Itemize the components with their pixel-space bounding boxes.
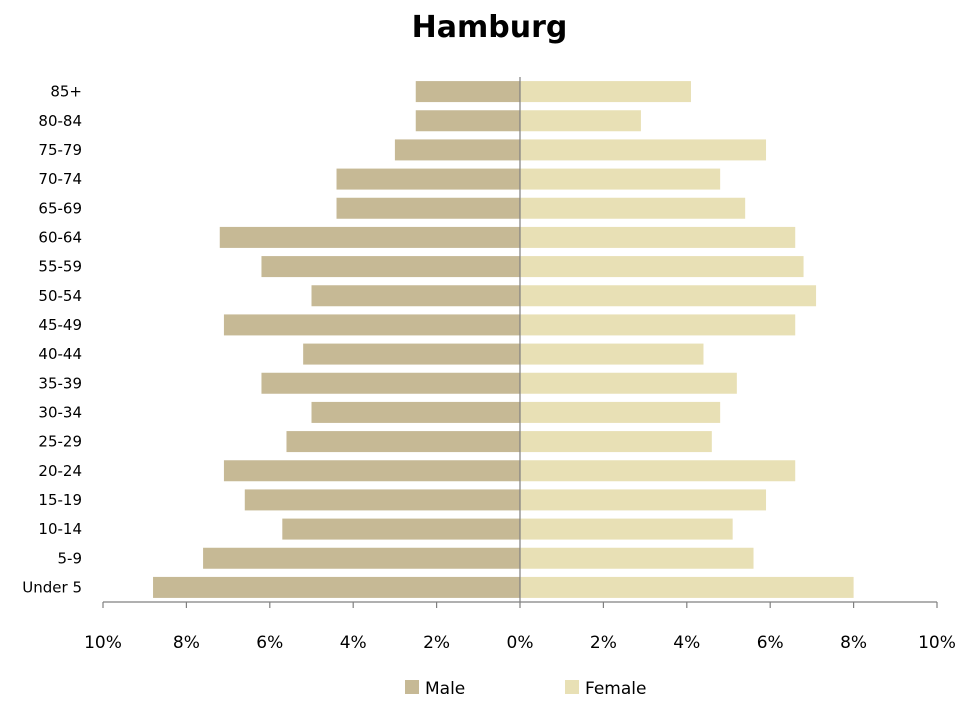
bar-female-45-49 — [520, 314, 796, 336]
bar-male-20-24 — [223, 460, 520, 482]
bar-male-65-69 — [336, 197, 520, 219]
category-labels: 85+ 80-84 75-79 70-74 65-69 60-64 55-59 50-54 45… — [22, 83, 82, 597]
bar-female-65-69 — [520, 197, 746, 219]
legend: Male Female — [405, 679, 646, 699]
bar-female-75-79 — [520, 139, 767, 161]
bar-female-25-29 — [520, 431, 712, 453]
x-tick-label: 6% — [256, 633, 283, 653]
bar-male-25-29 — [286, 431, 520, 453]
category-label: 75-79 — [38, 141, 82, 159]
bar-female-50-54 — [520, 285, 817, 307]
x-tick-label: 2% — [423, 633, 450, 653]
bar-female-20-24 — [520, 460, 796, 482]
category-label: 50-54 — [38, 287, 82, 305]
x-tick-label: 10% — [84, 633, 122, 653]
bar-male-70-74 — [336, 168, 520, 190]
category-label: 85+ — [50, 83, 82, 101]
x-tick-labels: 10% 8% 6% 4% 2% 0% 2% 4% 6% 8% 10% — [84, 633, 956, 653]
legend-swatch-female — [565, 680, 579, 694]
bar-female-5-9 — [520, 547, 754, 569]
bar-female-under-5 — [520, 576, 854, 598]
chart-title: Hamburg — [411, 10, 568, 45]
category-label: 45-49 — [38, 316, 82, 334]
legend-label-male: Male — [425, 679, 465, 699]
bar-female-70-74 — [520, 168, 721, 190]
bar-male-85- — [415, 81, 520, 103]
category-label: Under 5 — [22, 578, 82, 596]
bar-male-5-9 — [203, 547, 520, 569]
category-label: 70-74 — [38, 170, 82, 188]
bar-female-35-39 — [520, 372, 737, 394]
category-label: 35-39 — [38, 374, 82, 392]
bar-female-85- — [520, 81, 691, 103]
category-label: 25-29 — [38, 433, 82, 451]
x-tick-label: 6% — [757, 633, 784, 653]
bar-female-10-14 — [520, 518, 733, 540]
bars-layer — [153, 81, 854, 598]
category-label: 5-9 — [58, 549, 83, 567]
bar-female-60-64 — [520, 226, 796, 248]
x-tick-label: 0% — [507, 633, 534, 653]
category-label: 10-14 — [38, 520, 82, 538]
category-label: 15-19 — [38, 491, 82, 509]
bar-male-10-14 — [282, 518, 520, 540]
category-label: 20-24 — [38, 462, 82, 480]
bar-male-15-19 — [244, 489, 520, 511]
legend-label-female: Female — [585, 679, 646, 699]
bar-male-80-84 — [415, 110, 520, 132]
bar-male-60-64 — [219, 226, 520, 248]
bar-male-35-39 — [261, 372, 520, 394]
category-label: 55-59 — [38, 258, 82, 276]
bar-male-75-79 — [394, 139, 520, 161]
category-label: 30-34 — [38, 403, 82, 421]
axis-layer — [102, 77, 938, 608]
bar-male-under-5 — [153, 576, 521, 598]
bar-female-15-19 — [520, 489, 767, 511]
x-tick-label: 8% — [173, 633, 200, 653]
bar-female-40-44 — [520, 343, 704, 365]
bar-male-55-59 — [261, 256, 520, 278]
bar-male-30-34 — [311, 401, 520, 423]
category-label: 65-69 — [38, 199, 82, 217]
bar-female-30-34 — [520, 401, 721, 423]
bar-male-45-49 — [223, 314, 520, 336]
category-label: 60-64 — [38, 228, 82, 246]
x-tick-label: 2% — [590, 633, 617, 653]
category-label: 80-84 — [38, 112, 82, 130]
category-label: 40-44 — [38, 345, 82, 363]
bar-male-50-54 — [311, 285, 520, 307]
x-tick-label: 4% — [673, 633, 700, 653]
bar-male-40-44 — [303, 343, 520, 365]
x-tick-label: 10% — [918, 633, 956, 653]
bar-female-80-84 — [520, 110, 641, 132]
legend-swatch-male — [405, 680, 419, 694]
x-tick-label: 8% — [840, 633, 867, 653]
bar-female-55-59 — [520, 256, 804, 278]
x-tick-label: 4% — [340, 633, 367, 653]
